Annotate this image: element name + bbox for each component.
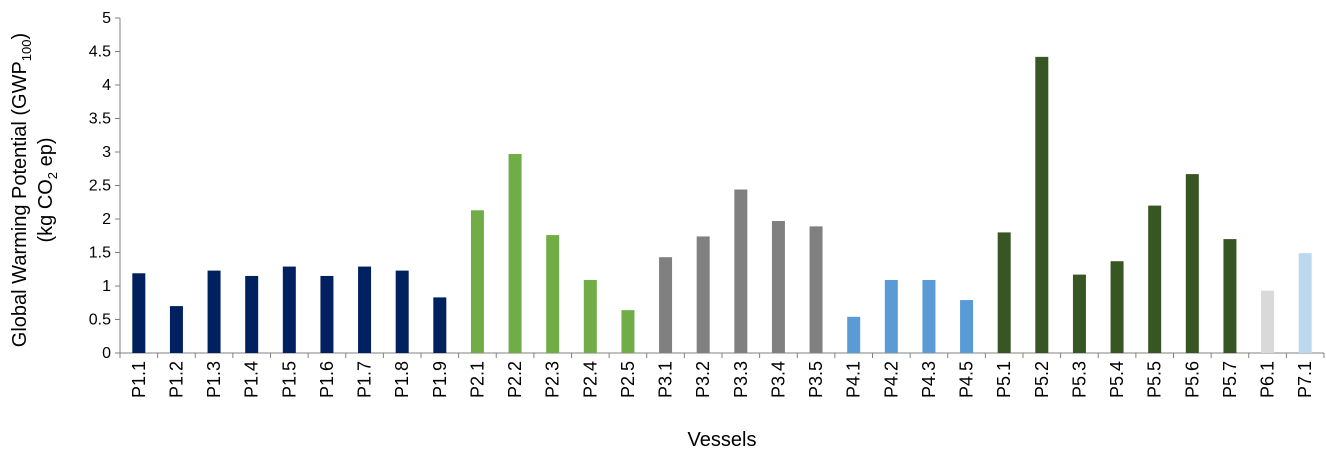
bar-P3-5 (809, 226, 823, 353)
x-tick-label: P6.1 (1258, 361, 1278, 398)
y-axis-title: Global Warming Potential (GWP100) (kg CO… (9, 33, 60, 347)
x-tick-label: P5.3 (1069, 361, 1089, 398)
bar-P7-1 (1298, 253, 1312, 353)
x-tick-label: P5.5 (1145, 361, 1165, 398)
x-tick-label: P1.8 (392, 361, 412, 398)
y-axis-title-line1: Global Warming Potential (GWP100) (9, 33, 34, 347)
x-tick-label: P5.4 (1107, 361, 1127, 398)
y-tick-label: 1 (102, 278, 111, 295)
x-tick-label: P7.1 (1295, 361, 1315, 398)
x-tick-label: P3.3 (731, 361, 751, 398)
bar-P1-3 (207, 270, 221, 353)
bar-P3-1 (659, 257, 673, 353)
bar-P1-9 (433, 297, 447, 353)
bar-P3-3 (734, 189, 748, 353)
bar-P4-1 (847, 316, 861, 353)
bars (132, 56, 1312, 354)
bar-P1-1 (132, 273, 146, 353)
bar-P5-1 (997, 232, 1011, 353)
bar-P1-8 (395, 270, 409, 353)
x-tick-label: P1.1 (129, 361, 149, 398)
y-tick-label: 2.5 (89, 178, 111, 195)
x-tick-label: P5.6 (1182, 361, 1202, 398)
x-tick-label: P2.5 (618, 361, 638, 398)
bar-P5-6 (1185, 174, 1199, 353)
y-axis-title-line2: (kg CO2 ep) (35, 137, 60, 242)
x-axis-title: Vessels (688, 429, 757, 451)
x-tick-label: P4.5 (957, 361, 977, 398)
x-tick-label: P3.5 (806, 361, 826, 398)
bar-P1-7 (358, 266, 372, 353)
x-tick-label: P5.7 (1220, 361, 1240, 398)
y-tick-label: 2 (102, 211, 111, 228)
bar-P5-3 (1072, 274, 1086, 353)
bar-P4-5 (960, 300, 974, 353)
x-tick-label: P1.4 (242, 361, 262, 398)
y-tick-label: 4.5 (89, 44, 111, 61)
bar-P1-5 (282, 266, 296, 353)
x-tick-label: P4.3 (919, 361, 939, 398)
bar-P2-2 (508, 154, 522, 353)
y-tick-label: 3.5 (89, 111, 111, 128)
x-tick-label: P5.2 (1032, 361, 1052, 398)
bar-P4-3 (922, 279, 936, 353)
x-tick-label: P1.7 (355, 361, 375, 398)
y-tick-label: 0 (102, 345, 111, 362)
x-tick-label: P2.2 (505, 361, 525, 398)
x-tick-label: P3.4 (768, 361, 788, 398)
bar-P5-4 (1110, 261, 1124, 353)
y-tick-label: 1.5 (89, 245, 111, 262)
x-tick-label: P1.9 (430, 361, 450, 398)
y-ticks: 0 0.5 1 1.5 2 2.5 3 3.5 4 4.5 5 (89, 10, 120, 362)
bar-P1-2 (169, 306, 183, 353)
x-tick-label: P4.2 (881, 361, 901, 398)
bar-P5-2 (1035, 56, 1049, 354)
x-tick-label: P2.4 (580, 361, 600, 398)
x-tick-label: P4.1 (844, 361, 864, 398)
bar-P2-5 (621, 310, 635, 353)
bar-P3-4 (771, 221, 785, 353)
bar-P3-2 (696, 236, 710, 353)
x-tick-label: P5.1 (994, 361, 1014, 398)
bar-P6-1 (1261, 290, 1275, 353)
x-tick-label: P3.1 (656, 361, 676, 398)
y-tick-label: 4 (102, 77, 111, 94)
bar-P1-6 (320, 275, 334, 353)
x-tick-label: P3.2 (693, 361, 713, 398)
bar-P2-4 (583, 279, 597, 353)
bar-P2-3 (546, 235, 560, 353)
y-tick-label: 0.5 (89, 312, 111, 329)
bar-P1-4 (245, 275, 259, 353)
x-tick-label: P1.3 (204, 361, 224, 398)
x-tick-labels: P1.1 P1.2 P1.3 P1.4 P1.5 P1.6 P1.7 P1.8 P1.9 P2.1… (119, 353, 1325, 398)
bar-P5-7 (1223, 239, 1237, 353)
bar-P4-2 (884, 279, 898, 353)
x-tick-label: P2.3 (543, 361, 563, 398)
x-tick-label: P2.1 (467, 361, 487, 398)
y-tick-label: 5 (102, 10, 111, 27)
bar-P5-5 (1148, 205, 1162, 353)
x-tick-label: P1.6 (317, 361, 337, 398)
bar-P2-1 (470, 210, 484, 353)
y-tick-label: 3 (102, 144, 111, 161)
x-tick-label: P1.5 (279, 361, 299, 398)
x-tick-label: P1.2 (166, 361, 186, 398)
